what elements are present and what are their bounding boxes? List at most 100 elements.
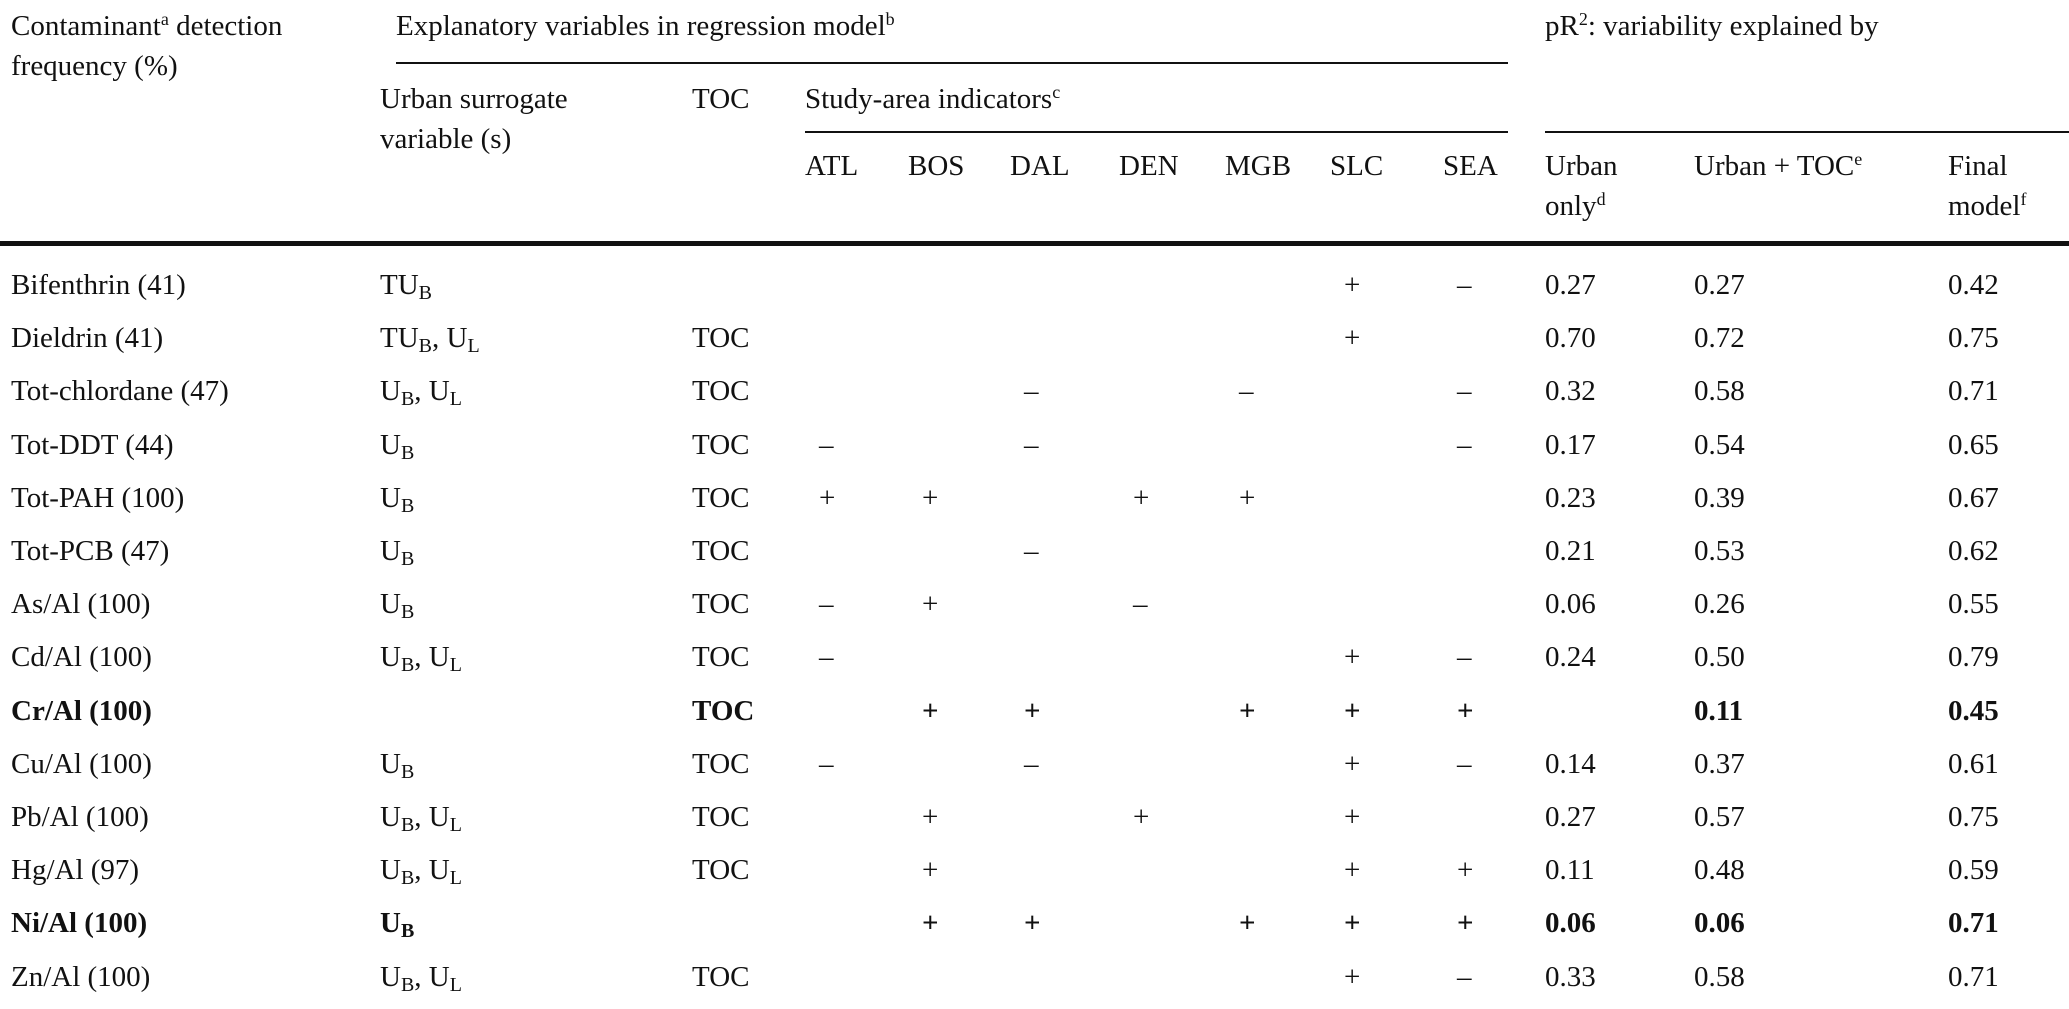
urban-toc: 0.48 — [1694, 854, 1745, 887]
final-model: 0.71 — [1948, 375, 1999, 408]
final-model: 0.42 — [1948, 269, 1999, 301]
urban-toc: 0.11 — [1694, 694, 1744, 727]
text-run: , U — [414, 375, 450, 408]
text-run: , U — [432, 322, 468, 355]
cell-line: UB, UL — [380, 957, 462, 997]
urban-only: 0.24 — [1545, 641, 1596, 674]
contaminant: Bifenthrin (41) — [11, 269, 186, 301]
area-sign: – — [1024, 375, 1039, 408]
header-area: SLC — [1330, 150, 1384, 182]
subscript: L — [449, 388, 462, 411]
superscript: d — [1596, 189, 1606, 209]
toc: TOC — [692, 694, 755, 727]
area-sign: – — [1024, 747, 1039, 780]
toc: TOC — [692, 535, 750, 567]
area-sign: – — [819, 428, 834, 461]
subscript: L — [449, 654, 462, 677]
urban-toc: 0.06 — [1694, 907, 1745, 940]
contaminant: Tot-DDT (44) — [11, 428, 174, 461]
subscript: B — [400, 388, 415, 411]
cell-line: modelf — [1948, 186, 2027, 226]
area-sign: + — [1239, 907, 1256, 940]
cell-line: onlyd — [1545, 186, 1617, 226]
cell-line: Final — [1948, 146, 2027, 186]
final-model: 0.75 — [1948, 801, 1999, 833]
area-sign: + — [922, 907, 939, 940]
superscript: 2 — [1578, 9, 1588, 29]
cell-line: UB — [380, 584, 414, 624]
cell-line: UB — [380, 903, 414, 943]
text-run: U — [380, 481, 401, 514]
urban-surrogate: UB, UL — [380, 797, 462, 837]
subscript: L — [449, 973, 462, 996]
superscript: e — [1854, 149, 1863, 169]
area-sign: + — [1344, 907, 1361, 940]
contaminant: Pb/Al (100) — [11, 801, 149, 833]
text-run: Final — [1948, 150, 2008, 182]
urban-only: 0.11 — [1545, 854, 1595, 887]
cell-line: UB, UL — [380, 371, 462, 411]
subscript: B — [400, 601, 415, 624]
area-sign: + — [1344, 854, 1361, 887]
toc: TOC — [692, 641, 750, 674]
text-run: , U — [414, 854, 450, 887]
header-final: Final modelf — [1948, 146, 2027, 226]
area-sign: + — [1457, 854, 1474, 887]
subscript: B — [400, 973, 415, 996]
text-run: U — [380, 747, 401, 780]
final-model: 0.67 — [1948, 481, 1999, 514]
cell-line: frequency (%) — [11, 46, 282, 86]
final-model: 0.65 — [1948, 428, 1999, 461]
urban-only: 0.32 — [1545, 375, 1596, 408]
subscript: B — [400, 494, 415, 517]
text-run: variable (s) — [380, 123, 512, 155]
superscript: c — [1052, 82, 1061, 102]
urban-only: 0.21 — [1545, 535, 1596, 567]
area-sign: + — [1344, 960, 1361, 993]
text-run: TU — [380, 269, 419, 301]
area-sign: + — [1133, 481, 1150, 514]
text-run: Explanatory variables in regression mode… — [396, 10, 886, 42]
header-area: DAL — [1010, 150, 1070, 182]
text-run: detection — [168, 10, 283, 42]
text-run: U — [380, 375, 401, 408]
final-model: 0.79 — [1948, 641, 1999, 674]
area-sign: + — [1457, 907, 1474, 940]
area-sign: – — [1457, 269, 1472, 301]
area-sign: – — [1239, 375, 1254, 408]
header-explanatory: Explanatory variables in regression mode… — [396, 6, 895, 46]
cell-line: Study-area indicatorsc — [805, 79, 1060, 119]
subscript: B — [400, 760, 415, 783]
area-sign: + — [922, 481, 939, 514]
cell-line: variable (s) — [380, 119, 568, 159]
header-area: ATL — [805, 150, 859, 182]
contaminant: Tot-PCB (47) — [11, 535, 170, 567]
urban-only: 0.14 — [1545, 747, 1596, 780]
contaminant: Dieldrin (41) — [11, 322, 164, 355]
cell-line: UB — [380, 425, 414, 465]
text-run: Urban surrogate — [380, 83, 568, 115]
urban-toc: 0.50 — [1694, 641, 1745, 674]
rule — [396, 62, 1508, 64]
toc: TOC — [692, 481, 750, 514]
cell-line: Urban + TOCe — [1694, 146, 1862, 186]
final-model: 0.71 — [1948, 907, 1999, 940]
urban-toc: 0.54 — [1694, 428, 1745, 461]
urban-surrogate: UB — [380, 425, 414, 465]
area-sign: + — [1344, 322, 1361, 355]
area-sign: – — [819, 588, 834, 621]
area-sign: + — [1344, 801, 1361, 833]
subscript: L — [449, 867, 462, 890]
header-urban-surrogate: Urban surrogate variable (s) — [380, 79, 568, 159]
urban-only: 0.23 — [1545, 481, 1596, 514]
final-model: 0.71 — [1948, 960, 1999, 993]
area-sign: + — [1133, 801, 1150, 833]
cell-line: UB, UL — [380, 850, 462, 890]
superscript: b — [885, 9, 895, 29]
header-area: DEN — [1119, 150, 1179, 182]
area-sign: – — [1457, 375, 1472, 408]
cell-line: pR2: variability explained by — [1545, 6, 1879, 46]
urban-surrogate: UB — [380, 903, 414, 943]
area-sign: + — [1239, 481, 1256, 514]
text-run: : variability explained by — [1587, 10, 1879, 42]
